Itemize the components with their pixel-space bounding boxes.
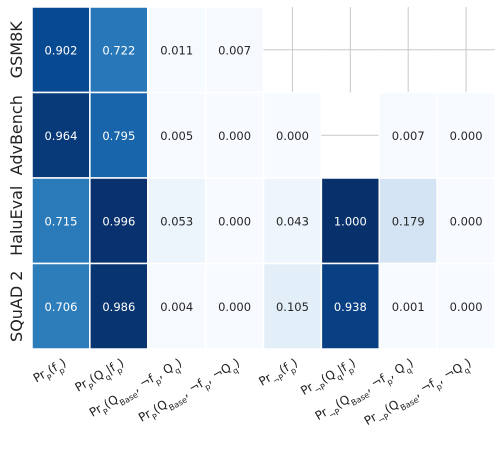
- cell-value-label: 0.000: [450, 300, 483, 314]
- cell-value-label: 0.000: [218, 129, 251, 143]
- column-label: PrP(fp): [31, 355, 70, 388]
- cell-value-label: 0.007: [218, 43, 251, 57]
- heatmap-cell: [204, 177, 265, 265]
- cell-value-label: 0.001: [392, 300, 425, 314]
- heatmap-cell: [262, 262, 323, 350]
- heatmap-cell: [204, 91, 265, 179]
- column-label: Pr¬P(fp): [256, 355, 301, 391]
- row-label: SQuAD 2: [7, 271, 26, 342]
- row-label: HaluEval: [7, 186, 26, 256]
- heatmap-cell: [89, 262, 149, 350]
- heatmap-cell: [320, 177, 380, 265]
- cell-value-label: 0.722: [102, 43, 135, 57]
- cell-value-label: 0.986: [102, 300, 135, 314]
- cell-value-label: 0.053: [160, 214, 193, 228]
- cell-value-label: 0.004: [160, 300, 193, 314]
- heatmap-cell: [204, 262, 265, 350]
- cell-value-label: 0.996: [102, 214, 135, 228]
- cell-value-label: 0.000: [218, 300, 251, 314]
- column-label: PrP(QBase, ¬fp, ¬Qq): [136, 355, 244, 427]
- cell-value-label: 0.715: [44, 214, 77, 228]
- heatmap-empty-cell: [263, 7, 322, 93]
- cell-value-label: 0.000: [450, 214, 483, 228]
- cell-value-label: 1.000: [334, 214, 367, 228]
- cell-value-label: 0.105: [276, 300, 309, 314]
- cell-value-label: 0.902: [44, 43, 77, 57]
- heatmap-cell: [320, 262, 380, 350]
- cell-value-label: 0.043: [276, 214, 309, 228]
- cell-value-label: 0.011: [160, 43, 193, 57]
- heatmap-empty-cell: [437, 7, 495, 93]
- cell-value-label: 0.005: [160, 129, 193, 143]
- heatmap-cell: [147, 262, 207, 350]
- cell-value-label: 0.706: [44, 300, 77, 314]
- cell-value-label: 0.938: [334, 300, 367, 314]
- heatmap-cell: [89, 91, 149, 179]
- heatmap-cell: [262, 177, 323, 265]
- column-label: PrP(Qq|fp): [72, 355, 128, 397]
- heatmap-cell: [436, 262, 496, 350]
- heatmap-cell: [147, 6, 207, 94]
- heatmap-cell: [147, 91, 207, 179]
- heatmap-cell: [436, 177, 496, 265]
- cell-value-label: 0.000: [450, 129, 483, 143]
- heatmap-empty-cell: [379, 7, 438, 93]
- heatmap-cell: [89, 177, 149, 265]
- row-label: AdvBench: [7, 95, 26, 175]
- cell-value-label: 0.179: [392, 214, 425, 228]
- cell-value-label: 0.007: [392, 129, 425, 143]
- heatmap-cell: [378, 177, 438, 265]
- heatmap-cell: [436, 91, 496, 179]
- column-label: Pr¬P(Qq|fp): [298, 355, 359, 401]
- heatmap-empty-cell: [321, 7, 380, 93]
- heatmap-cell: [89, 6, 149, 94]
- heatmap-cell: [31, 6, 91, 94]
- cell-value-label: 0.795: [102, 129, 135, 143]
- column-label: Pr¬P(QBase, ¬fp, ¬Qq): [362, 355, 476, 431]
- cell-value-label: 0.964: [44, 129, 77, 143]
- cell-value-label: 0.000: [218, 214, 251, 228]
- cell-value-label: 0.000: [276, 129, 309, 143]
- row-label: GSM8K: [7, 21, 26, 79]
- heatmap-cell: [378, 262, 438, 350]
